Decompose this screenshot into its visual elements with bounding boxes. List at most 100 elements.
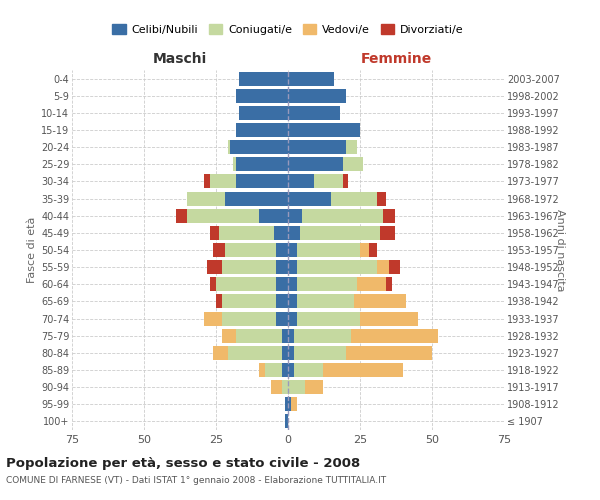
Bar [360,312,418,326]
Bar [222,312,277,326]
Text: Femmine: Femmine [361,52,431,66]
Bar [227,346,282,360]
Bar [216,278,277,291]
Bar [259,208,288,222]
Bar [323,363,403,377]
Bar [368,243,377,257]
Bar [274,226,288,240]
Y-axis label: Anni di nascita: Anni di nascita [555,209,565,291]
Bar [277,312,288,326]
Bar [222,260,277,274]
Bar [239,72,288,86]
Bar [288,278,296,291]
Bar [288,328,294,342]
Bar [302,208,383,222]
Bar [265,363,282,377]
Bar [288,312,296,326]
Bar [288,72,334,86]
Bar [331,192,377,205]
Bar [205,174,210,188]
Bar [224,192,288,205]
Bar [219,226,274,240]
Bar [236,328,282,342]
Bar [352,328,438,342]
Legend: Celibi/Nubili, Coniugati/e, Vedovi/e, Divorziati/e: Celibi/Nubili, Coniugati/e, Vedovi/e, Di… [108,20,468,40]
Bar [288,260,296,274]
Bar [346,346,432,360]
Bar [305,380,323,394]
Bar [213,346,227,360]
Bar [208,260,222,274]
Bar [288,140,346,154]
Bar [236,174,288,188]
Bar [282,328,288,342]
Bar [282,380,288,394]
Bar [277,243,288,257]
Bar [343,158,363,172]
Bar [210,226,219,240]
Bar [296,260,377,274]
Bar [233,158,236,172]
Bar [294,346,346,360]
Bar [282,346,288,360]
Bar [288,363,294,377]
Bar [288,106,340,120]
Bar [187,192,224,205]
Y-axis label: Fasce di età: Fasce di età [26,217,37,283]
Bar [277,260,288,274]
Bar [222,328,236,342]
Bar [210,278,216,291]
Bar [288,158,343,172]
Text: Popolazione per età, sesso e stato civile - 2008: Popolazione per età, sesso e stato civil… [6,458,360,470]
Bar [377,192,386,205]
Bar [282,363,288,377]
Bar [346,140,357,154]
Bar [294,363,323,377]
Bar [210,174,236,188]
Bar [296,278,357,291]
Bar [296,312,360,326]
Text: COMUNE DI FARNESE (VT) - Dati ISTAT 1° gennaio 2008 - Elaborazione TUTTITALIA.IT: COMUNE DI FARNESE (VT) - Dati ISTAT 1° g… [6,476,386,485]
Bar [296,294,354,308]
Bar [294,328,352,342]
Bar [343,174,349,188]
Bar [357,278,386,291]
Bar [213,243,224,257]
Bar [288,226,299,240]
Bar [277,278,288,291]
Bar [354,294,406,308]
Bar [277,294,288,308]
Bar [271,380,282,394]
Bar [288,123,360,137]
Bar [288,208,302,222]
Bar [360,243,368,257]
Bar [380,226,395,240]
Bar [288,346,294,360]
Bar [288,294,296,308]
Bar [288,88,346,102]
Bar [239,106,288,120]
Bar [299,226,380,240]
Bar [288,398,291,411]
Bar [227,140,230,154]
Bar [176,208,187,222]
Bar [386,278,392,291]
Bar [285,414,288,428]
Bar [222,294,277,308]
Bar [296,243,360,257]
Bar [236,123,288,137]
Bar [230,140,288,154]
Bar [288,174,314,188]
Bar [288,380,305,394]
Bar [285,398,288,411]
Bar [224,243,277,257]
Bar [288,243,296,257]
Bar [389,260,400,274]
Text: Maschi: Maschi [153,52,207,66]
Bar [216,294,222,308]
Bar [314,174,343,188]
Bar [383,208,395,222]
Bar [205,312,222,326]
Bar [291,398,296,411]
Bar [288,192,331,205]
